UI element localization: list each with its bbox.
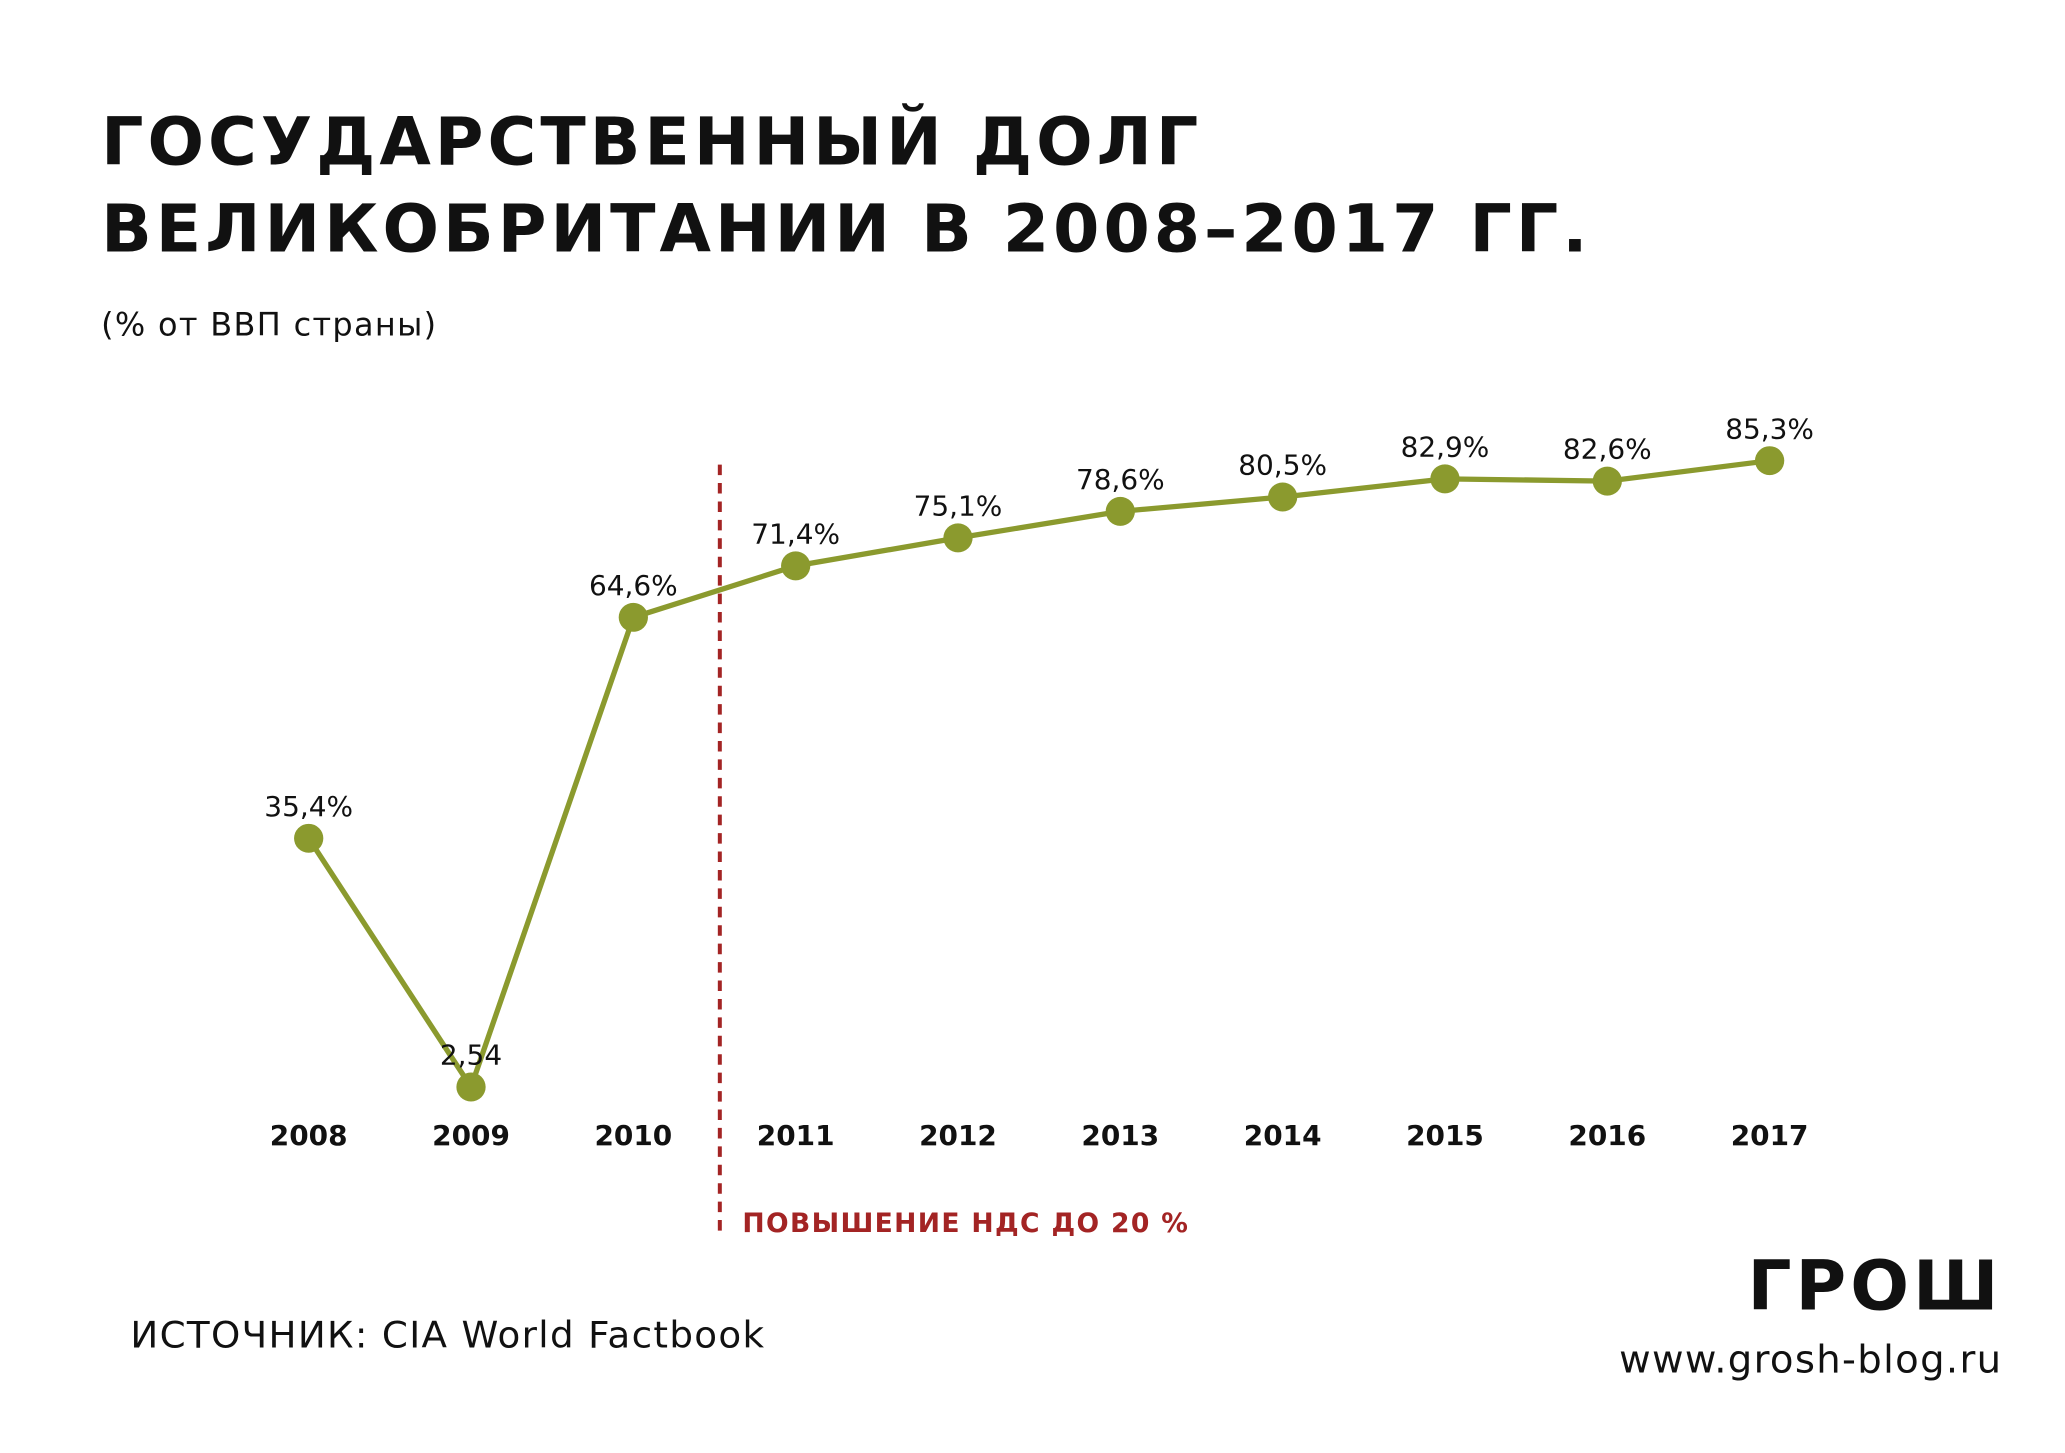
logo: ГРОШ — [1747, 1247, 2002, 1327]
x-tick-label: 2008 — [270, 1119, 348, 1152]
point — [1430, 464, 1460, 494]
point — [1592, 466, 1622, 496]
value-label: 82,9% — [1401, 431, 1490, 464]
point — [294, 823, 324, 853]
value-label: 82,6% — [1563, 433, 1652, 466]
chart-title: ВЕЛИКОБРИТАНИИ В 2008–2017 ГГ. — [101, 191, 1591, 268]
x-tick-label: 2010 — [594, 1119, 672, 1152]
x-tick-label: 2011 — [757, 1119, 835, 1152]
value-label: 64,6% — [589, 569, 678, 602]
x-tick-label: 2015 — [1406, 1119, 1484, 1152]
point — [943, 523, 973, 553]
x-tick-label: 2013 — [1081, 1119, 1159, 1152]
line — [306, 458, 1770, 1093]
value-label: 85,3% — [1725, 412, 1814, 445]
value-label: 80,5% — [1238, 449, 1327, 482]
annotation-label: ПОВЫШЕНИЕ НДС ДО 20 % — [742, 1208, 1189, 1239]
x-tick-label: 2009 — [432, 1119, 510, 1152]
value-label: 71,4% — [751, 518, 840, 551]
value-label: 2,54 — [440, 1039, 502, 1072]
source: ИСТОЧНИК: CIA World Factbook — [130, 1314, 765, 1357]
point — [1754, 446, 1785, 476]
x-tick-label: 2017 — [1731, 1119, 1809, 1152]
value-label: 35,4% — [264, 790, 353, 823]
point — [456, 1072, 486, 1102]
value-label: 78,6% — [1076, 463, 1165, 496]
point — [781, 551, 811, 581]
x-tick-label: 2014 — [1244, 1119, 1322, 1152]
url: www.grosh-blog.ru — [1619, 1338, 2002, 1383]
point — [1105, 496, 1135, 526]
subtitle: (% от ВВП страны) — [101, 308, 437, 344]
point — [1268, 482, 1298, 512]
point — [618, 602, 648, 632]
value-label: 75,1% — [914, 490, 1003, 523]
chart-title: ГОСУДАРСТВЕННЫЙ ДОЛГ — [101, 103, 1202, 181]
x-tick-label: 2016 — [1568, 1119, 1646, 1152]
x-tick-label: 2012 — [919, 1119, 997, 1152]
